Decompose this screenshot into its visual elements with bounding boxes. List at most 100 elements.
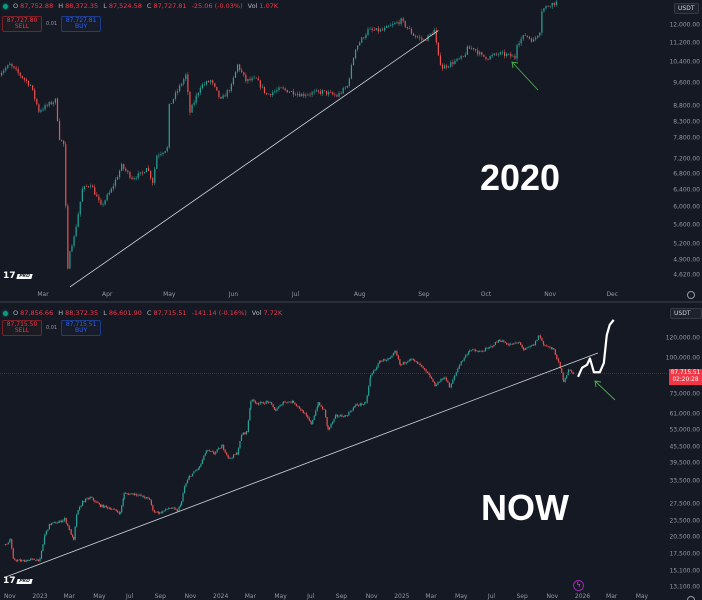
candle-body (542, 340, 545, 344)
candle-body (11, 64, 13, 67)
candle-body (137, 173, 139, 179)
sell-button[interactable]: 87,727.80 SELL (2, 16, 42, 32)
candle-body (481, 351, 484, 352)
candle (110, 187, 112, 194)
candle-body (186, 480, 189, 484)
tradingview-logo[interactable]: 17 PRO (3, 271, 32, 281)
candle (52, 522, 54, 525)
chart-pane-2020[interactable]: O 87,752.88 H 88,372.35 L 87,524.58 C 87,727… (0, 0, 702, 301)
currency-selector[interactable]: USDT (670, 308, 702, 319)
candle-body (152, 178, 154, 183)
candle (394, 21, 396, 25)
candle (374, 368, 376, 372)
candle (464, 52, 466, 58)
candle-body (564, 378, 566, 382)
candle (118, 169, 121, 180)
candle-body (213, 453, 215, 455)
candle-body (435, 384, 438, 386)
candle-body (65, 144, 67, 206)
candle (165, 508, 167, 512)
candle-body (277, 406, 280, 409)
candle-body (138, 494, 141, 496)
candle (470, 45, 473, 50)
price-axis-tick: 11,200.00 (669, 39, 700, 47)
candle (97, 500, 99, 504)
candle (330, 89, 332, 94)
candle (381, 360, 383, 362)
lightning-icon[interactable]: ϟ (573, 580, 584, 591)
candle (536, 339, 538, 342)
candle-body (158, 155, 160, 156)
overlay-label-now: NOW (481, 487, 569, 528)
sell-button[interactable]: 87,715.50 SELL (2, 320, 42, 336)
candle-body (396, 351, 398, 356)
candle (385, 359, 388, 362)
candle (55, 521, 57, 524)
candle-body (201, 84, 203, 89)
candle-body (195, 95, 197, 103)
candle (491, 52, 493, 58)
candle (230, 82, 232, 93)
candle (159, 512, 161, 515)
candle-body (307, 94, 309, 96)
candle (361, 36, 363, 44)
candle (457, 367, 459, 373)
chart-canvas-now[interactable] (0, 303, 702, 600)
price-axis-tick: 73,000.00 (669, 390, 700, 398)
candle-body (21, 560, 23, 562)
candle (510, 342, 512, 346)
candle (564, 377, 566, 384)
pane-divider[interactable] (0, 301, 702, 303)
candle (104, 199, 106, 206)
candle-body (133, 178, 135, 180)
chart-canvas-2020[interactable] (0, 0, 702, 301)
candle-body (30, 558, 32, 560)
candle (153, 509, 155, 514)
candle-body (475, 49, 477, 51)
candle (325, 90, 328, 97)
candle (215, 451, 217, 456)
candle (43, 536, 46, 546)
candle (328, 90, 330, 97)
candle-body (290, 402, 292, 403)
candle-body (17, 560, 19, 562)
candle (109, 506, 111, 510)
candle-body (456, 58, 458, 61)
buy-button[interactable]: 87,715.51 BUY (61, 320, 102, 336)
candle (112, 183, 114, 192)
candle-body (153, 510, 155, 513)
candle (498, 338, 500, 342)
chart-pane-now[interactable]: O 87,856.66 H 88,372.35 L 86,601.90 C 87,715… (0, 303, 702, 600)
candle-body (240, 435, 243, 441)
candle (4, 543, 6, 546)
candle-body (106, 194, 108, 201)
candle-body (216, 449, 218, 452)
open-label: O (13, 2, 19, 10)
candle-body (433, 29, 435, 35)
candle-body (313, 91, 315, 93)
candle-body (46, 105, 48, 106)
candle-body (383, 27, 386, 31)
candle (312, 419, 314, 425)
settings-icon[interactable] (687, 596, 695, 600)
candle-body (134, 493, 136, 495)
candle-body (319, 402, 321, 406)
tradingview-logo[interactable]: 17 PRO (3, 576, 32, 586)
buy-button[interactable]: 87,727.81 BUY (61, 16, 102, 32)
candle (449, 386, 451, 388)
candle-body (77, 510, 79, 515)
price-axis-tick: 61,000.00 (669, 410, 700, 418)
candle (95, 500, 98, 503)
candle (469, 349, 471, 353)
candle-body (58, 121, 61, 140)
candle-body (179, 504, 182, 507)
candle (377, 25, 379, 34)
currency-selector[interactable]: USDT (674, 3, 699, 14)
arrow-head-icon (594, 380, 602, 388)
candle-body (349, 411, 351, 413)
candle-body (139, 172, 141, 174)
candle (438, 381, 441, 383)
candle (42, 544, 44, 552)
settings-icon[interactable] (687, 291, 695, 299)
candle-body (445, 377, 447, 381)
